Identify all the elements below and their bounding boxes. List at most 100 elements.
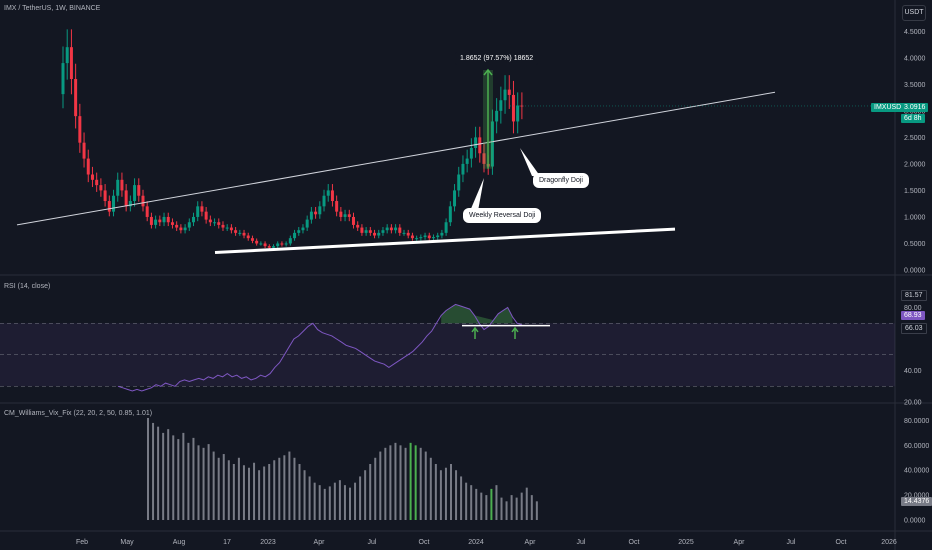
candle-body: [208, 219, 212, 223]
candle-body: [389, 227, 393, 231]
vix-bar: [172, 435, 175, 520]
vix-axis-tick: 60.0000: [904, 443, 929, 450]
candle-body: [69, 47, 73, 80]
time-axis-tick: Apr: [314, 539, 326, 546]
candle-body: [213, 222, 217, 224]
candle-body: [137, 185, 141, 196]
candle-body: [511, 94, 515, 122]
candle-body: [246, 235, 250, 239]
candle-body: [431, 237, 435, 239]
candle-body: [330, 190, 334, 202]
vix-bar: [470, 485, 473, 520]
vix-axis-tick: 80.0000: [904, 418, 929, 425]
candle-body: [503, 89, 507, 101]
vix-bar: [278, 457, 281, 520]
vix-bar: [444, 467, 447, 520]
candle-body: [301, 227, 305, 231]
vix-bar: [455, 470, 458, 520]
candle-body: [368, 230, 372, 233]
vix-bar: [162, 432, 165, 520]
candle-body: [192, 216, 196, 223]
vix-bar: [293, 457, 296, 520]
candle-body: [154, 219, 158, 225]
vix-bar: [182, 432, 185, 520]
time-axis-tick: Apr: [734, 539, 746, 546]
vix-bar: [530, 495, 533, 520]
time-axis-tick: Oct: [836, 539, 847, 546]
candle-body: [196, 206, 200, 217]
candle-body: [162, 216, 166, 223]
candle-body: [272, 246, 275, 248]
candle-body: [469, 147, 473, 159]
vix-axis-tick: 40.0000: [904, 468, 929, 475]
candle-body: [141, 195, 145, 207]
candle-body: [326, 190, 330, 196]
candle-body: [116, 179, 120, 196]
vix-bar: [510, 495, 513, 520]
candle-body: [149, 216, 153, 225]
candle-body: [120, 179, 124, 191]
candle-body: [259, 243, 263, 245]
main-chart-title: IMX / TetherUS, 1W, BINANCE: [4, 5, 101, 12]
candle-body: [406, 232, 410, 236]
vix-bar: [338, 480, 341, 520]
currency-button[interactable]: USDT: [902, 5, 926, 21]
weekly-reversal-doji-callout: Weekly Reversal Doji: [463, 208, 542, 223]
candle-body: [187, 222, 191, 228]
vix-bar: [490, 488, 493, 520]
candle-body: [124, 190, 128, 207]
time-axis-tick: 17: [223, 539, 231, 546]
candle-body: [457, 174, 461, 191]
candle-body: [288, 238, 292, 244]
candle-body: [360, 227, 364, 233]
vix-bar: [404, 447, 407, 520]
candle-body: [95, 179, 99, 186]
ascending-trendline: [16, 91, 776, 226]
rsi-up-arrow-head: [511, 326, 519, 333]
vix-bar: [535, 501, 538, 520]
rsi-current-tag: 68.93: [901, 311, 925, 320]
vix-bar: [202, 447, 205, 520]
candle-body: [335, 201, 339, 212]
price-symbol-tag: IMXUSDT: [871, 103, 909, 112]
time-axis-tick: 2025: [678, 539, 694, 546]
weekly-reversal-callout-pointer: [470, 178, 484, 211]
candle-body: [318, 206, 322, 215]
price-axis-tick: 2.0000: [904, 161, 926, 168]
candle-body: [394, 227, 398, 231]
candle-body: [112, 195, 116, 212]
vix-bar: [450, 464, 452, 520]
candle-body: [276, 243, 280, 247]
candle-body: [339, 211, 343, 217]
vix-bar: [495, 485, 498, 520]
vix-axis-tick: 20.0000: [904, 493, 929, 500]
time-axis-tick: Apr: [525, 539, 537, 546]
candle-body: [229, 227, 233, 231]
vix-bar: [167, 429, 170, 520]
price-axis-tick: 2.5000: [904, 135, 926, 142]
candle-body: [490, 121, 494, 167]
vix-bar: [465, 482, 468, 520]
candle-body: [133, 185, 137, 202]
candle-body: [309, 211, 313, 220]
candle-body: [74, 79, 78, 117]
candle-body: [499, 100, 503, 111]
candle-body: [221, 224, 225, 228]
candle-body: [419, 237, 423, 239]
vix-bar: [197, 445, 200, 520]
rsi-upper-tag: 81.57: [901, 290, 927, 301]
candle-body: [250, 238, 254, 241]
time-axis-tick: Oct: [629, 539, 640, 546]
support-trendline: [214, 227, 676, 254]
candle-body: [448, 206, 452, 223]
vix-bar: [328, 486, 331, 520]
candle-body: [436, 235, 440, 238]
candle-body: [217, 222, 221, 225]
vix-bar: [207, 444, 210, 520]
vix-bar: [308, 476, 311, 520]
vix-bar: [500, 497, 503, 520]
rsi-up-arrow-head: [471, 326, 479, 333]
candle-body: [385, 227, 389, 231]
candle-body: [86, 158, 90, 175]
